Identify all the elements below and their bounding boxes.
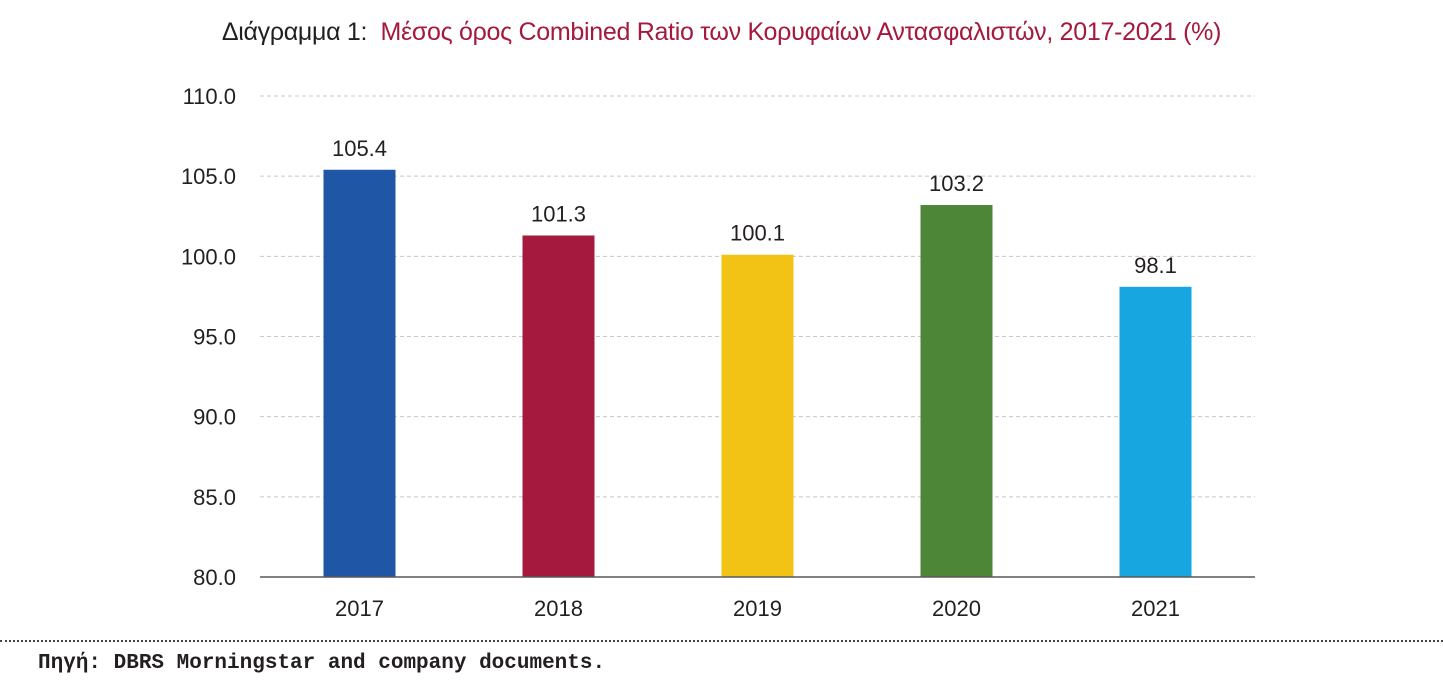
chart-title-label: Διάγραμμα 1: <box>221 18 368 46</box>
data-label: 101.3 <box>531 201 586 226</box>
y-tick-label: 85.0 <box>193 485 236 510</box>
y-tick-label: 80.0 <box>193 565 236 590</box>
bar-chart: 80.0 85.0 90.0 95.0 100.0 105.0 110.0 105.4 2017… <box>181 84 1255 621</box>
footer-divider <box>0 640 1443 642</box>
x-tick-label: 2020 <box>932 596 981 621</box>
chart-title-text: Μέσος όρος Combined Ratio των Κορυφαίων … <box>380 18 1222 46</box>
y-tick-label: 90.0 <box>193 405 236 430</box>
chart-title: Διάγραμμα 1: Μέσος όρος Combined Ratio τ… <box>0 18 1443 47</box>
x-tick-label: 2019 <box>733 596 782 621</box>
y-tick-label: 100.0 <box>181 244 236 269</box>
data-label: 98.1 <box>1134 253 1177 278</box>
data-label: 103.2 <box>929 171 984 196</box>
bar <box>721 254 794 578</box>
bar <box>323 169 396 577</box>
data-label: 100.1 <box>730 221 785 246</box>
x-tick-label: 2021 <box>1131 596 1180 621</box>
bar <box>522 235 595 578</box>
x-tick-label: 2017 <box>335 596 384 621</box>
source-note: Πηγή: DBRS Morningstar and company docum… <box>38 652 606 675</box>
bar <box>920 205 993 577</box>
y-tick-label: 110.0 <box>183 84 236 109</box>
data-label: 105.4 <box>332 136 387 161</box>
y-tick-label: 95.0 <box>193 325 236 350</box>
bar <box>1119 286 1192 577</box>
x-tick-label: 2018 <box>534 596 583 621</box>
y-tick-label: 105.0 <box>181 164 236 189</box>
